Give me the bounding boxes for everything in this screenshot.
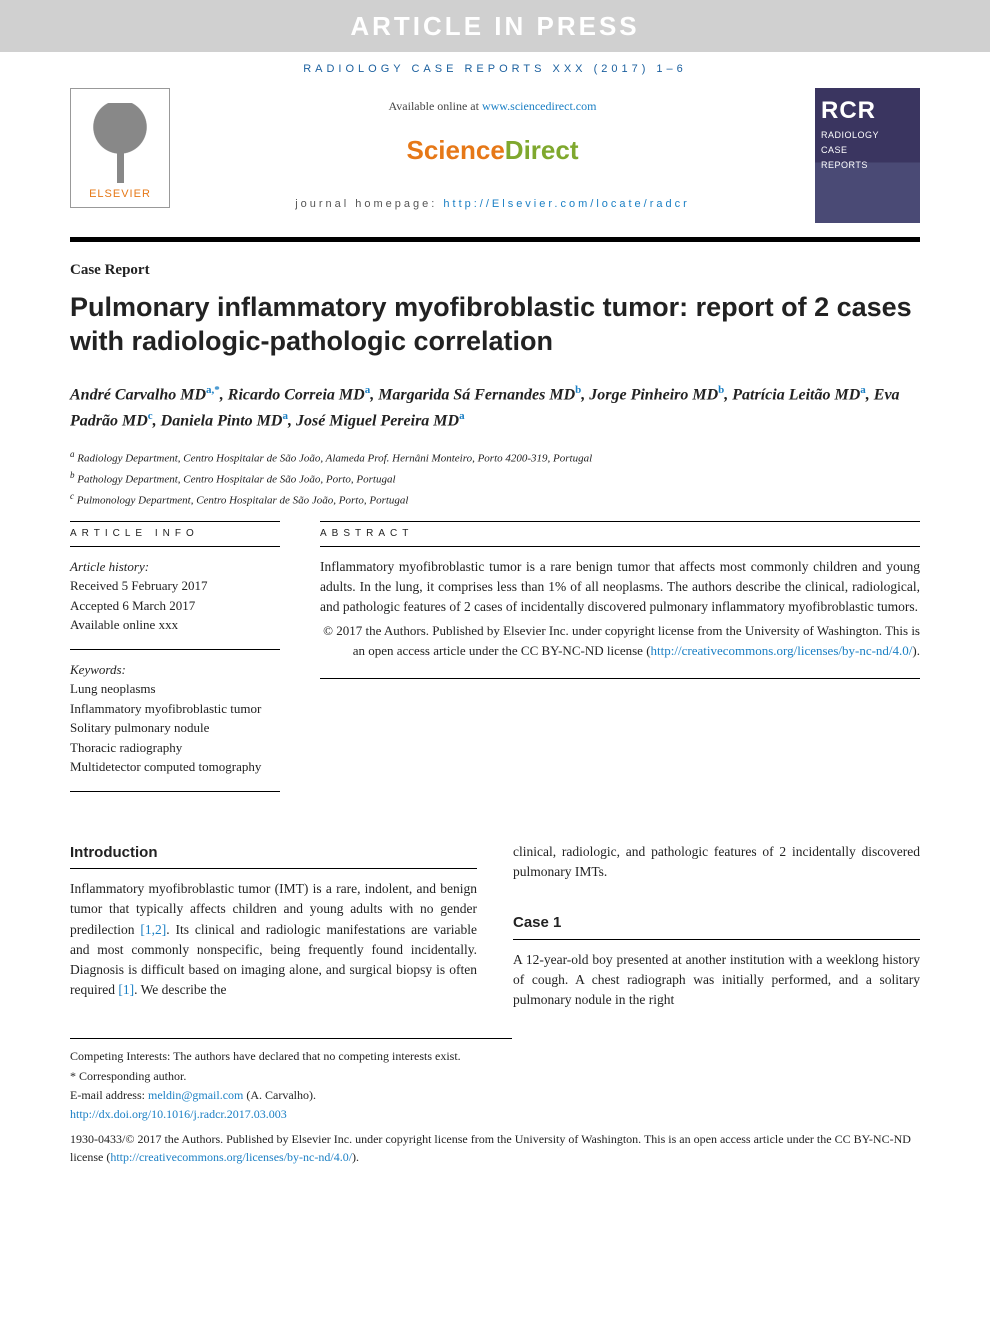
reference-link-1-2[interactable]: [1,2] bbox=[140, 922, 166, 937]
available-prefix: Available online at bbox=[389, 99, 482, 113]
sd-word-2: Direct bbox=[505, 135, 579, 165]
case-1-paragraph: A 12-year-old boy presented at another i… bbox=[513, 950, 920, 1011]
header-block: ELSEVIER Available online at www.science… bbox=[0, 88, 990, 223]
accepted-date: Accepted 6 March 2017 bbox=[70, 596, 280, 616]
sciencedirect-logo[interactable]: ScienceDirect bbox=[407, 132, 579, 168]
elsevier-label: ELSEVIER bbox=[89, 187, 151, 202]
article-history: Article history: Received 5 February 201… bbox=[70, 557, 280, 635]
received-date: Received 5 February 2017 bbox=[70, 576, 280, 596]
available-online: Available online at www.sciencedirect.co… bbox=[389, 98, 597, 115]
cc-license-link-bottom[interactable]: http://creativecommons.org/licenses/by-n… bbox=[110, 1150, 352, 1164]
journal-reference: RADIOLOGY CASE REPORTS XXX (2017) 1–6 bbox=[0, 52, 990, 87]
article-in-press-banner: ARTICLE IN PRESS bbox=[0, 0, 990, 52]
introduction-heading: Introduction bbox=[70, 842, 477, 870]
info-separator-2 bbox=[70, 791, 280, 792]
copyright-tail: ). bbox=[912, 643, 920, 658]
issn: 1930-0433/ bbox=[70, 1132, 125, 1146]
email-line: E-mail address: meldin@gmail.com (A. Car… bbox=[70, 1086, 512, 1105]
available-date: Available online xxx bbox=[70, 615, 280, 635]
elsevier-logo[interactable]: ELSEVIER bbox=[70, 88, 170, 208]
article-type: Case Report bbox=[70, 260, 920, 281]
rcr-line2: CASE bbox=[821, 144, 914, 157]
rule-thin bbox=[70, 241, 920, 242]
article-info-label: ARTICLE INFO bbox=[70, 521, 280, 547]
abstract-bottom-rule bbox=[320, 678, 920, 679]
sd-word-1: Science bbox=[407, 135, 505, 165]
intro-continuation: clinical, radiologic, and pathologic fea… bbox=[513, 842, 920, 883]
journal-homepage: journal homepage: http://Elsevier.com/lo… bbox=[295, 197, 690, 212]
affiliation-c: c Pulmonology Department, Centro Hospita… bbox=[70, 489, 920, 510]
keyword: Thoracic radiography bbox=[70, 738, 280, 758]
abstract-text: Inflammatory myofibroblastic tumor is a … bbox=[320, 557, 920, 618]
bottom-copyright: 1930-0433/© 2017 the Authors. Published … bbox=[70, 1130, 920, 1196]
keyword: Inflammatory myofibroblastic tumor bbox=[70, 699, 280, 719]
info-abstract-row: ARTICLE INFO Article history: Received 5… bbox=[70, 521, 920, 802]
competing-interests: Competing Interests: The authors have de… bbox=[70, 1047, 512, 1066]
footnotes: Competing Interests: The authors have de… bbox=[70, 1038, 512, 1124]
abstract-copyright: © 2017 the Authors. Published by Elsevie… bbox=[320, 621, 920, 660]
keyword: Lung neoplasms bbox=[70, 679, 280, 699]
homepage-link[interactable]: http://Elsevier.com/locate/radcr bbox=[443, 198, 689, 210]
reference-link-1[interactable]: [1] bbox=[118, 982, 134, 997]
keywords-label: Keywords: bbox=[70, 660, 280, 680]
article-info-column: ARTICLE INFO Article history: Received 5… bbox=[70, 521, 280, 802]
abstract-column: ABSTRACT Inflammatory myofibroblastic tu… bbox=[320, 521, 920, 802]
body-column-right: clinical, radiologic, and pathologic fea… bbox=[513, 842, 920, 1011]
affiliation-a: a Radiology Department, Centro Hospitala… bbox=[70, 447, 920, 468]
body-column-left: Introduction Inflammatory myofibroblasti… bbox=[70, 842, 477, 1011]
case-1-heading: Case 1 bbox=[513, 912, 920, 940]
corresponding-author: * Corresponding author. bbox=[70, 1067, 512, 1086]
keyword: Solitary pulmonary nodule bbox=[70, 718, 280, 738]
sciencedirect-link[interactable]: www.sciencedirect.com bbox=[482, 99, 597, 113]
cc-license-link[interactable]: http://creativecommons.org/licenses/by-n… bbox=[651, 643, 913, 658]
affiliation-b: b Pathology Department, Centro Hospitala… bbox=[70, 468, 920, 489]
keyword: Multidetector computed tomography bbox=[70, 757, 280, 777]
rcr-line3: REPORTS bbox=[821, 159, 914, 172]
article-title: Pulmonary inflammatory myofibroblastic t… bbox=[70, 291, 920, 359]
info-separator bbox=[70, 649, 280, 650]
rcr-line1: RADIOLOGY bbox=[821, 129, 914, 142]
rcr-abbrev: RCR bbox=[821, 94, 914, 128]
keywords-block: Keywords: Lung neoplasms Inflammatory my… bbox=[70, 660, 280, 777]
author-email-link[interactable]: meldin@gmail.com bbox=[148, 1088, 243, 1102]
introduction-paragraph: Inflammatory myofibroblastic tumor (IMT)… bbox=[70, 879, 477, 1001]
elsevier-tree-icon bbox=[85, 103, 155, 183]
header-center: Available online at www.sciencedirect.co… bbox=[190, 88, 795, 223]
authors-list: André Carvalho MDa,*, Ricardo Correia MD… bbox=[70, 382, 920, 433]
abstract-label: ABSTRACT bbox=[320, 521, 920, 547]
homepage-prefix: journal homepage: bbox=[295, 198, 443, 210]
journal-cover[interactable]: RCR RADIOLOGY CASE REPORTS bbox=[815, 88, 920, 223]
body-columns: Introduction Inflammatory myofibroblasti… bbox=[70, 842, 920, 1011]
affiliations: a Radiology Department, Centro Hospitala… bbox=[70, 447, 920, 511]
doi-link[interactable]: http://dx.doi.org/10.1016/j.radcr.2017.0… bbox=[70, 1107, 287, 1121]
history-label: Article history: bbox=[70, 557, 280, 577]
